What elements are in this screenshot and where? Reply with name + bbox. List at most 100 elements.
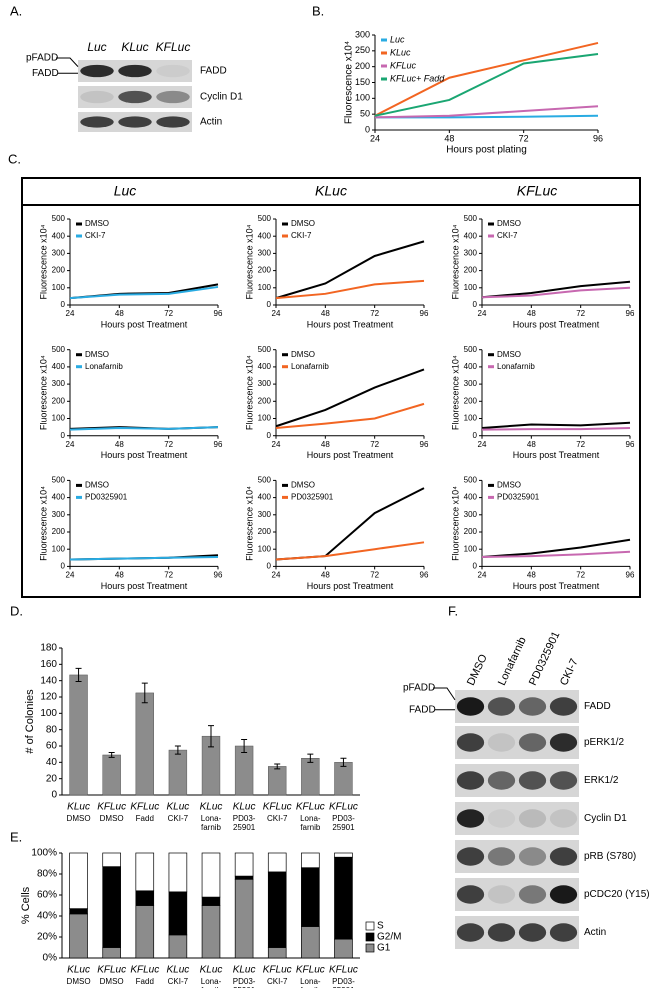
- series-line: [481, 550, 631, 558]
- x-tick-label: KFLuc: [329, 802, 358, 813]
- y-tick-label: 200: [355, 61, 370, 71]
- bar-segment: [201, 852, 221, 898]
- x-tick-label: 24: [478, 309, 487, 318]
- y-tick-label: 500: [464, 345, 478, 354]
- x-axis-label: Hours post Treatment: [307, 450, 394, 460]
- blot-band: [518, 847, 547, 866]
- x-tick-label: 72: [164, 309, 173, 318]
- legend-swatch: [365, 921, 375, 931]
- panel-letter: C.: [8, 151, 21, 166]
- y-tick-label: 500: [258, 476, 272, 485]
- x-tick-label: KFLuc: [97, 802, 126, 813]
- series-line: [374, 41, 599, 117]
- x-tick-label: 24: [272, 309, 281, 318]
- y-tick-label: 100%: [31, 848, 57, 859]
- panel-letter: D.: [10, 603, 23, 618]
- x-tick-label: KFLuc: [329, 965, 358, 976]
- x-tick-sublabel: CKI-7: [267, 977, 288, 986]
- blot-band: [456, 847, 485, 866]
- x-tick-sublabel: Lona-farnib: [201, 814, 222, 832]
- legend-label: G1: [377, 943, 391, 954]
- y-tick-label: 400: [258, 493, 272, 502]
- x-tick-label: 96: [214, 309, 223, 318]
- lane-label: KFLuc: [156, 40, 191, 54]
- x-tick-sublabel: CKI-7: [267, 814, 288, 823]
- x-tick-sublabel: DMSO: [67, 977, 91, 986]
- legend-label: Lonafarnib: [85, 362, 123, 371]
- blot-band: [80, 64, 114, 78]
- legend-label: PD0325901: [497, 493, 540, 502]
- x-tick-label: 96: [626, 571, 635, 580]
- x-axis-label: Hours post Treatment: [101, 581, 188, 591]
- y-tick-label: 300: [258, 510, 272, 519]
- y-tick-label: 200: [258, 266, 272, 275]
- x-tick-label: 72: [576, 571, 585, 580]
- bar-segment: [168, 852, 188, 893]
- panel-letter: E.: [10, 829, 22, 844]
- y-tick-label: 400: [464, 231, 478, 240]
- bar-segment: [301, 926, 320, 959]
- x-axis-label: Hours post Treatment: [101, 319, 188, 329]
- y-tick-label: 400: [52, 362, 66, 371]
- y-tick-label: 200: [464, 527, 478, 536]
- error-bar: [274, 763, 281, 770]
- y-axis-label: Fluorescence x10⁴: [38, 355, 48, 430]
- band-label: pRB (S780): [584, 851, 636, 862]
- legend-label: Luc: [390, 34, 405, 44]
- bar-segment: [334, 938, 353, 959]
- x-tick-sublabel: Fadd: [136, 814, 154, 823]
- x-tick-sublabel: PD03-25901: [233, 977, 256, 988]
- blot-band: [549, 809, 578, 828]
- side-label: FADD: [409, 704, 436, 715]
- x-tick-label: 96: [420, 571, 429, 580]
- x-tick-label: 72: [370, 309, 379, 318]
- side-label: pFADD: [26, 53, 58, 64]
- x-tick-label: 96: [626, 309, 635, 318]
- x-tick-label: KLuc: [166, 802, 189, 813]
- y-axis-label: Fluorescence x10⁴: [450, 486, 460, 561]
- x-tick-sublabel: Fadd: [136, 977, 154, 986]
- y-tick-label: 100: [258, 283, 272, 292]
- bar-segment: [102, 852, 121, 867]
- legend-swatch: [365, 932, 375, 942]
- blot-band: [487, 733, 516, 752]
- y-tick-label: 150: [355, 77, 370, 87]
- bar: [334, 762, 353, 796]
- band-label: ERK1/2: [584, 775, 619, 786]
- y-axis-label: # of Colonies: [24, 689, 36, 754]
- y-tick-label: 400: [258, 362, 272, 371]
- error-bar: [241, 738, 248, 754]
- x-tick-label: 24: [272, 571, 281, 580]
- series-line: [481, 286, 631, 299]
- x-tick-label: KFLuc: [97, 965, 126, 976]
- band-label: pCDC20 (Y15): [584, 889, 650, 900]
- x-tick-label: KLuc: [233, 965, 256, 976]
- y-axis-label: Fluorescence x10⁴: [244, 355, 254, 430]
- y-tick-label: 20: [46, 773, 58, 784]
- legend-label: DMSO: [497, 219, 521, 228]
- x-axis-label: Hours post Treatment: [513, 581, 600, 591]
- blot-band: [549, 923, 578, 942]
- bar-segment: [267, 852, 287, 873]
- series-line: [275, 279, 425, 300]
- x-tick-label: KLuc: [233, 802, 256, 813]
- blot-band: [456, 923, 485, 942]
- series-line: [374, 105, 599, 119]
- y-tick-label: 400: [464, 493, 478, 502]
- y-tick-label: 100: [258, 544, 272, 553]
- x-tick-label: KFLuc: [296, 965, 325, 976]
- y-tick-label: 60: [46, 741, 58, 752]
- series-line: [69, 285, 219, 300]
- x-tick-label: 96: [214, 571, 223, 580]
- y-tick-label: 200: [258, 527, 272, 536]
- y-tick-label: 160: [40, 659, 57, 670]
- error-bar: [141, 682, 148, 704]
- y-tick-label: 0: [267, 300, 272, 309]
- y-tick-label: 500: [52, 214, 66, 223]
- x-tick-label: KLuc: [67, 965, 90, 976]
- blot-band: [518, 733, 547, 752]
- x-tick-label: 96: [593, 133, 603, 143]
- error-bar: [75, 667, 82, 682]
- legend-label: DMSO: [497, 481, 521, 490]
- legend-label: PD0325901: [85, 493, 128, 502]
